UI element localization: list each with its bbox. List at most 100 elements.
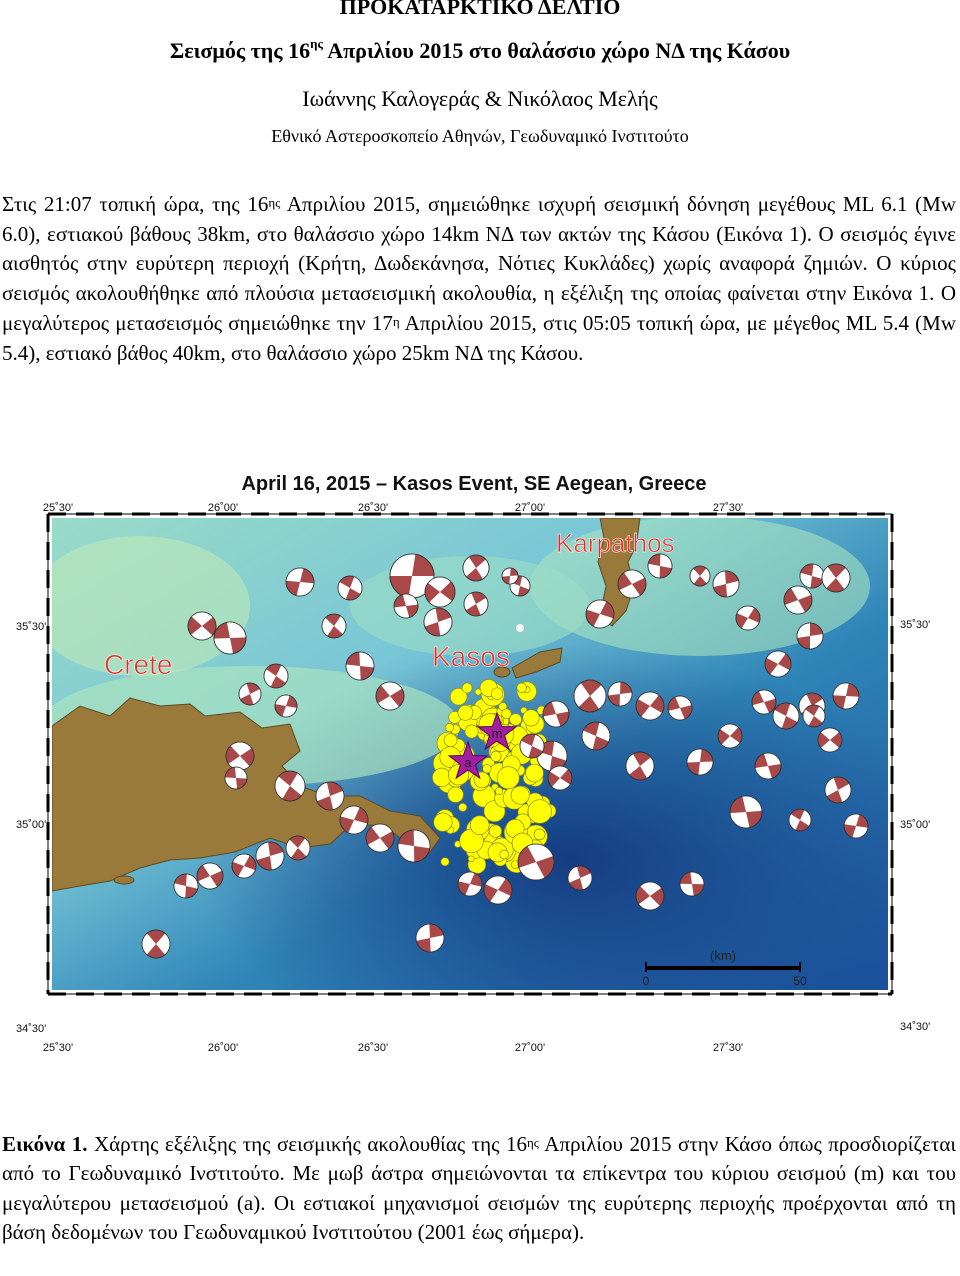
- beachball-icon: [397, 829, 431, 863]
- beachball-icon: [424, 576, 456, 608]
- aftershock-dot: [467, 855, 475, 863]
- beachball-icon: [224, 766, 248, 790]
- beachball-icon: [764, 650, 792, 678]
- aftershock-dot: [443, 733, 458, 748]
- beachball-icon: [141, 929, 171, 959]
- beachball-icon: [196, 862, 224, 890]
- aftershock-dot: [461, 682, 473, 694]
- aftershock-star: a: [447, 740, 489, 780]
- beachball-icon: [321, 613, 347, 639]
- karpathos-island: [597, 518, 641, 627]
- scale-start: 0: [643, 974, 650, 988]
- figure-caption: Εικόνα 1. Χάρτης εξέλιξης της σεισμικής …: [2, 1130, 956, 1248]
- beachball-icon: [567, 865, 593, 891]
- aftershock-dot: [510, 785, 530, 805]
- lon-tick-bot-2: 26˚00': [208, 1042, 238, 1054]
- beachball-icon: [799, 563, 825, 589]
- aftershock-dot: [490, 750, 502, 762]
- title-post: Απριλίου 2015 στο θαλάσσιο χώρο ΝΔ της Κ…: [322, 38, 791, 63]
- document-title: Σεισμός της 16ης Απριλίου 2015 στο θαλάσ…: [0, 36, 960, 64]
- beachball-icon: [415, 923, 445, 953]
- aftershock-dot: [482, 764, 492, 774]
- caption-text-2: Απριλίου 2015 στην Κάσο όπως προσδιορίζε…: [2, 1132, 956, 1245]
- aftershock-dot: [458, 802, 468, 812]
- beachball-icon: [231, 853, 257, 879]
- title-sup: ης: [310, 36, 323, 51]
- label-crete: Crete: [104, 649, 172, 680]
- caption-label: Εικόνα 1.: [2, 1132, 88, 1156]
- mainshock-star: m: [476, 711, 518, 751]
- beachball-icon: [679, 871, 705, 897]
- beachball-icon: [501, 567, 519, 585]
- beachball-icon: [735, 605, 761, 631]
- mainshock-label: m: [492, 726, 503, 741]
- kasos-island: [511, 647, 563, 679]
- beachball-icon: [263, 663, 289, 689]
- beachball-icon: [625, 751, 655, 781]
- aftershock-label: a: [464, 755, 472, 770]
- lon-tick-bot-1: 25˚30': [43, 1042, 73, 1054]
- beachball-icon: [225, 741, 255, 771]
- beachball-icon: [802, 704, 826, 728]
- beachball-icon: [517, 843, 555, 881]
- lat-tick-left-3: 34˚30': [16, 1023, 46, 1035]
- label-karpathos: Karpathos: [556, 528, 675, 558]
- beachball-icon: [187, 611, 217, 641]
- crete-island: [52, 697, 441, 892]
- aftershock-dot: [525, 763, 544, 783]
- beachball-icon: [783, 585, 813, 615]
- beachball-icon: [667, 695, 693, 721]
- scale-unit: (km): [710, 948, 736, 963]
- beachball-icon: [717, 723, 743, 749]
- beachball-icon: [754, 752, 782, 780]
- lon-tick-top-5: 27˚30': [713, 502, 743, 514]
- beachball-icon: [173, 873, 199, 899]
- aftershock-dot: [488, 824, 502, 838]
- body-paragraph: Στις 21:07 τοπική ώρα, της 16ης Απριλίου…: [2, 190, 956, 368]
- beachball-icon: [337, 575, 363, 601]
- body-sup-1: ης: [268, 195, 281, 210]
- lat-tick-right-2: 35˚00': [900, 819, 930, 831]
- body-sup-2: η: [392, 313, 400, 329]
- aftershock-dot: [522, 709, 540, 727]
- aftershock-cluster: [432, 679, 557, 874]
- beachball-icon: [607, 681, 633, 707]
- caption-text-1: Χάρτης εξέλιξης της σεισμικής ακολουθίας…: [87, 1132, 527, 1156]
- beachball-icon: [817, 727, 843, 753]
- aftershock-dot: [447, 786, 464, 803]
- authors: Ιωάννης Καλογεράς & Νικόλαος Μελής: [302, 86, 658, 111]
- label-kasos: Kasos: [432, 641, 510, 672]
- lon-tick-top-2: 26˚00': [208, 502, 238, 514]
- aftershock-dot: [432, 767, 452, 788]
- beachball-icon: [617, 569, 647, 599]
- beachball-icon: [712, 570, 740, 598]
- beachball-icon: [423, 607, 453, 637]
- beachball-icon: [821, 563, 851, 593]
- aftershock-dot: [490, 687, 504, 700]
- beachball-icon: [689, 565, 711, 587]
- beachball-icon: [772, 702, 800, 730]
- beachball-icon: [519, 733, 545, 759]
- aftershock-dot: [533, 828, 546, 841]
- beachball-icon: [365, 823, 395, 853]
- body-text-2: Απριλίου 2015, σημειώθηκε ισχυρή σεισμικ…: [2, 192, 956, 335]
- beachball-icon: [213, 621, 247, 655]
- beachball-icon: [462, 554, 490, 582]
- beachball-icon: [542, 700, 570, 728]
- beachball-icon: [647, 553, 673, 579]
- map-figure: April 16, 2015 – Kasos Event, SE Aegean,…: [16, 473, 930, 1054]
- beachball-icon: [285, 567, 315, 597]
- aftershock-dot: [469, 815, 490, 835]
- beachball-icon: [585, 599, 615, 629]
- seismicity-map: April 16, 2015 – Kasos Event, SE Aegean,…: [0, 466, 960, 1062]
- body-text-1: Στις 21:07 τοπική ώρα, της 16: [2, 192, 269, 216]
- beachball-icon: [457, 871, 483, 897]
- beachball-icon: [315, 781, 345, 811]
- lon-tick-bot-5: 27˚30': [713, 1042, 743, 1054]
- aftershock-dot: [440, 857, 450, 867]
- aftershock-dot: [499, 849, 510, 860]
- lon-tick-top-4: 27˚00': [515, 502, 545, 514]
- beachball-icon: [843, 813, 869, 839]
- document-label: ΠΡΟΚΑΤΑΡΚΤΙΚΟ ΔΕΛΤΙΟ: [339, 0, 621, 19]
- aftershock-dot: [457, 704, 474, 721]
